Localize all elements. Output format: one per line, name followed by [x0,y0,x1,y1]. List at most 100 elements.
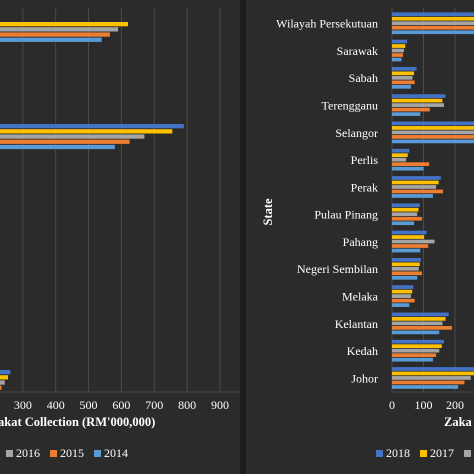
left-bar-2016 [0,27,119,32]
right-bar-2018 [392,367,474,371]
right-bar-2014 [392,194,433,198]
right-bar-2014 [392,57,402,62]
right-bar-2014 [392,84,411,89]
legend-label: 2015 [60,446,84,460]
right-bar-2015 [392,53,404,57]
right-bar-2016 [392,376,471,380]
right-bar-2015 [392,107,430,112]
right-bar-2014 [392,248,421,253]
right-bar-2017 [392,153,408,158]
left-chart: 300 400 500 600 700 800 900 akat Collection (R… [0,8,240,429]
category-label: Wilayah Persekutuan [276,17,378,31]
right-bar-2016 [392,130,474,135]
category-label: Kedah [347,344,378,358]
right-bar-2016 [392,103,444,107]
left-bar-2018 [0,124,184,129]
right-bar-2018 [392,12,474,17]
right-bar-2016 [392,321,443,326]
category-label: Terengganu [322,99,378,113]
right-gridlines [391,8,474,393]
right-bar-2015 [392,326,452,330]
legend-label: 2016 [16,446,40,460]
right-bar-2015 [392,135,474,139]
right-bar-2016 [392,48,404,53]
right-bar-2015 [392,353,437,358]
right-x-tick-labels: 0 100 200 [389,398,464,412]
panel-divider [240,0,246,474]
right-x-tick-label: 0 [389,398,395,412]
right-bar-2014 [392,139,474,144]
right-bar-2017 [392,44,406,48]
left-x-axis-label: akat Collection (RM'000,000) [0,415,155,429]
right-bar-2018 [392,230,427,235]
left-legend: 2016 2015 2014 [0,446,132,461]
legend-swatch-2014 [94,450,101,457]
left-x-tick-label: 800 [178,398,196,412]
legend-label: 2014 [104,446,128,460]
right-bar-2015 [392,380,465,385]
right-bar-2016 [392,212,418,217]
right-bar-2014 [392,221,415,226]
right-bar-2018 [392,312,449,317]
left-bar-2015 [0,385,2,390]
left-bar-2016 [0,380,5,385]
right-y-axis-label: State [261,198,275,226]
right-bar-2017 [392,180,439,185]
category-label: Pulau Pinang [314,208,378,222]
right-x-tick-label: 100 [415,398,433,412]
legend-label: 2018 [386,446,410,460]
category-label: Kelantan [335,317,378,331]
right-bar-2017 [392,71,415,76]
right-bar-2017 [392,126,474,130]
left-bar-2016 [0,134,145,139]
left-bar-2015 [0,139,130,144]
right-bar-2018 [392,257,421,262]
left-x-tick-label: 700 [145,398,163,412]
category-label: Sarawak [337,44,378,58]
right-bar-2015 [392,162,430,167]
right-bars [392,12,474,389]
right-bar-2016 [392,185,437,189]
left-x-tick-label: 300 [14,398,32,412]
left-bar-2014 [0,144,115,150]
right-bar-2016 [392,294,411,298]
right-legend: 201820172 [370,446,474,461]
right-bar-2016 [392,75,413,80]
right-bar-2017 [392,16,474,21]
right-bar-2015 [392,80,415,85]
right-bar-2014 [392,275,418,280]
right-bar-2014 [392,303,410,307]
right-bar-2016 [392,21,474,26]
right-bar-2018 [392,94,446,98]
right-x-axis-label: Zaka [444,415,473,429]
right-bar-2018 [392,203,420,208]
left-x-tick-label: 500 [80,398,98,412]
left-gridlines [0,8,240,393]
right-bar-2016 [392,266,419,271]
legend-swatch-2018 [376,450,383,457]
right-bar-2015 [392,189,444,194]
right-bar-2018 [392,148,410,153]
left-bar-2018 [0,370,11,375]
right-bar-2018 [392,121,474,126]
right-bar-2015 [392,298,415,303]
right-bar-2017 [392,207,419,212]
right-x-tick-label: 200 [446,398,464,412]
left-bar-2015 [0,32,110,37]
right-bar-2014 [392,112,421,116]
right-bar-2018 [392,285,414,289]
right-bar-2014 [392,330,440,335]
category-label: Negeri Sembilan [297,262,378,276]
right-bar-2016 [392,239,435,244]
right-bar-2016 [392,157,407,162]
left-x-tick-labels: 300 400 500 600 700 800 900 [14,398,229,412]
left-bar-2014 [0,37,102,42]
category-label: Sabah [349,71,378,85]
right-bar-2015 [392,25,474,30]
left-x-tick-label: 600 [112,398,130,412]
legend-label: 2017 [430,446,454,460]
right-bar-2018 [392,176,441,180]
right-bar-2018 [392,66,417,71]
right-bar-2017 [392,262,420,267]
left-bar-2017 [0,375,9,380]
